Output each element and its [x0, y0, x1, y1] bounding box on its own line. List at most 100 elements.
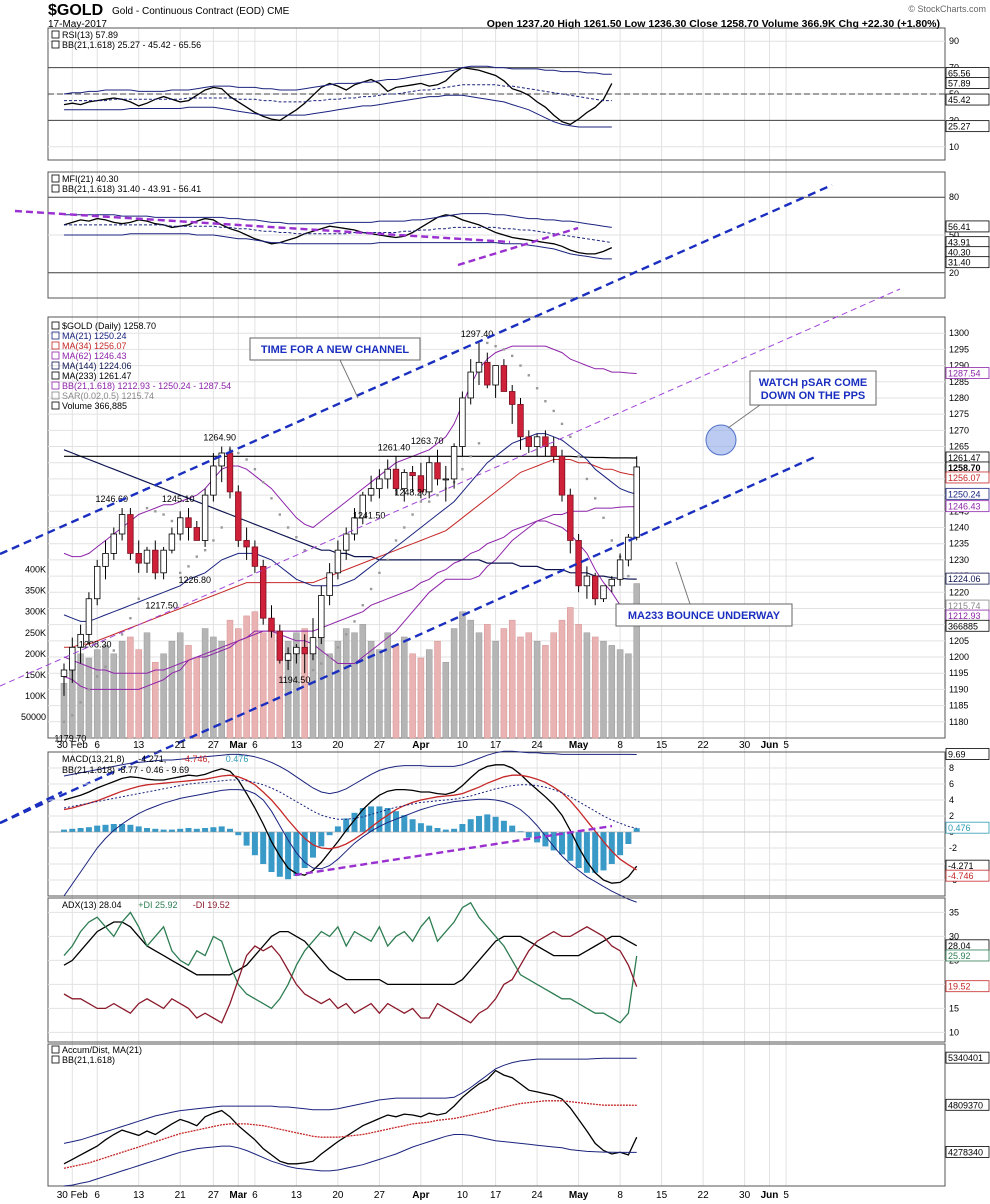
volume-bar [608, 645, 616, 739]
macd-ytick: 8 [949, 763, 954, 773]
macd-series-bb-lower [63, 789, 637, 903]
volume-bar [243, 615, 250, 739]
ad-frame [47, 1043, 946, 1187]
candle-up [293, 646, 300, 655]
mfi-ytick: 80 [949, 192, 959, 202]
candle-down [135, 553, 142, 564]
ma62-line [63, 506, 637, 674]
candle-up [608, 578, 615, 587]
macd-series-bb-upper [63, 750, 637, 795]
volume-bar [633, 583, 640, 739]
candle-down [235, 491, 242, 541]
rsi-series-bb-lower [64, 94, 612, 128]
adx-ytick: 30 [949, 931, 959, 941]
price-annotation: 1226.80 [179, 575, 212, 585]
sar-dot [361, 604, 364, 607]
macd-histogram-bar [467, 819, 474, 832]
macd-histogram-bar [592, 832, 599, 873]
sar-dot [87, 688, 91, 691]
callout-box [249, 337, 421, 361]
candle-down [276, 630, 283, 661]
sar-dot [336, 646, 340, 649]
price-legend-swatch [51, 381, 60, 390]
macd-legend-entry: -4.746, [182, 754, 210, 764]
sar-dot [560, 422, 564, 426]
price-ytick: 1230 [949, 555, 969, 565]
adx-series--di [63, 926, 638, 1024]
macd-histogram-bar [567, 832, 574, 861]
sar-dot [220, 526, 223, 529]
volume-bar [284, 640, 292, 739]
price-annotation: 1241.50 [353, 510, 386, 520]
macd-histogram-bar [476, 816, 482, 832]
x-axis-tick: 13 [133, 1190, 145, 1201]
sar-dot [353, 620, 356, 623]
volume-bar [459, 611, 466, 739]
macd-histogram-bar [177, 828, 184, 832]
callout-text: MA233 BOUNCE UNDERWAY [628, 610, 781, 622]
bb-lower-line [63, 520, 637, 690]
macd-series-macd [63, 764, 638, 884]
macd-histogram-bar [625, 832, 632, 844]
macd-legend-bb: BB(21,1.618) -8.77 - 0.46 - 9.69 [62, 765, 189, 775]
candle-up [210, 465, 217, 496]
x-axis-tick: May [569, 740, 589, 751]
candle-down [567, 494, 574, 541]
sar-dot [494, 344, 497, 348]
adx-value-tag-box [945, 949, 990, 962]
ad-series-bb-lower [63, 1134, 637, 1187]
macd-histogram-bar [633, 828, 640, 832]
sar-dot [594, 497, 597, 500]
sar-dot [378, 571, 381, 575]
ad-value-tag: 5340401 [948, 1053, 983, 1063]
mfi-legend-swatch [51, 184, 60, 193]
callout-pointer [339, 359, 359, 399]
x-axis-tick: 5 [783, 740, 789, 751]
bb-upper-line [63, 345, 637, 558]
ad-legend-entry: BB(21,1.618) [62, 1055, 115, 1065]
volume-bar [550, 632, 557, 739]
candle-up [467, 371, 474, 399]
ma34-line [64, 459, 637, 648]
macd-histogram-bar [492, 816, 499, 832]
price-value-tag: 1215.74 [948, 601, 981, 611]
volume-axis-tick: 400K [25, 565, 46, 575]
sar-dot [112, 649, 115, 652]
x-axis-tick: 13 [291, 1190, 303, 1201]
sar-dot [245, 458, 248, 461]
ma233-line [64, 455, 637, 459]
price-legend-swatch [51, 351, 60, 360]
volume-bar [533, 640, 541, 739]
adx-value-tag-box [945, 980, 990, 993]
volume-axis-tick: 350K [25, 586, 46, 596]
candle-up [359, 494, 366, 519]
volume-bar [417, 657, 425, 739]
x-axis-tick: 20 [332, 1190, 344, 1201]
candle-up [633, 466, 640, 538]
candle-up [384, 468, 391, 480]
macd-histogram-bar [525, 832, 532, 838]
macd-value-tag: 9.69 [948, 749, 966, 759]
macd-ytick: 2 [949, 811, 954, 821]
price-legend-swatch [51, 391, 60, 400]
price-value-tag: 1261.47 [948, 453, 981, 463]
candle-down [185, 517, 192, 528]
price-legend-swatch [51, 321, 60, 330]
macd-histogram-bar [384, 808, 391, 832]
ad-panel: Accum/Dist, MA(21)BB(21,1.618) 5340401 480… [47, 1043, 990, 1187]
volume-bar [475, 632, 483, 739]
price-ytick: 1240 [949, 523, 969, 533]
volume-bar [425, 649, 433, 739]
macd-histogram-bar [575, 832, 582, 868]
candle-up [459, 397, 466, 447]
candle-up [334, 549, 342, 574]
volume-bar [492, 640, 499, 739]
candle-up [367, 488, 375, 496]
x-axis-tick: Mar [229, 1190, 247, 1201]
macd-histogram-bar [235, 832, 242, 836]
price-annotation: 1194.50 [278, 675, 310, 685]
rsi-legend-entry: RSI(13) 57.89 [62, 30, 118, 40]
rsi-legend-entry: BB(21,1.618) 25.27 - 45.42 - 65.56 [62, 40, 201, 50]
macd-histogram-bar [608, 832, 615, 864]
price-annotation: 1264.90 [203, 433, 236, 443]
